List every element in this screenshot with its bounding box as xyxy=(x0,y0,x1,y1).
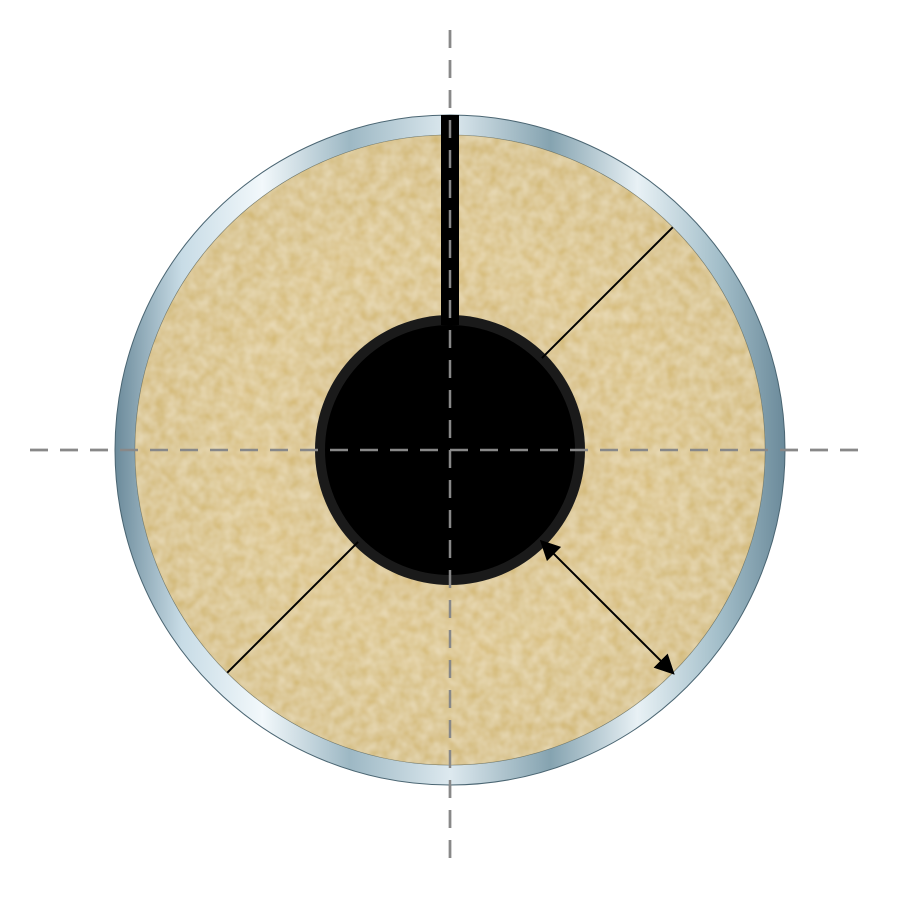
diagram-svg xyxy=(0,0,900,900)
pipe-cross-section-diagram xyxy=(0,0,900,900)
